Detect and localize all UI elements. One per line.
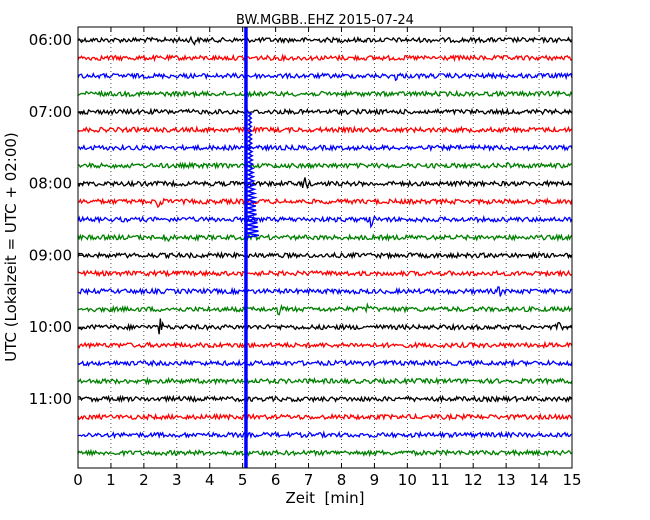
x-tick-label: 15 (562, 471, 581, 489)
trace-line (77, 394, 573, 404)
seismic-traces (77, 35, 573, 458)
chart-title: BW.MGBB..EHZ 2015-07-24 (236, 13, 414, 28)
y-axis-ticks: 06:00 07:00 08:00 09:00 10:00 11:00 (29, 31, 572, 408)
x-tick-label: 0 (73, 471, 83, 489)
trace-line (77, 143, 573, 153)
x-tick-label: 9 (370, 471, 380, 489)
x-axis-ticks: 0 1 2 3 4 5 6 7 8 9 10 11 12 13 14 15 (73, 27, 582, 489)
trace-line (77, 430, 573, 440)
y-axis-label: UTC (Lokalzeit = UTC + 02:00) (2, 132, 20, 362)
x-tick-label: 5 (238, 471, 248, 489)
y-tick-label: 09:00 (29, 246, 72, 264)
trace-line (77, 125, 573, 135)
trace-line (77, 107, 573, 116)
x-tick-label: 6 (271, 471, 281, 489)
trace-line (77, 177, 573, 190)
trace-line (77, 250, 573, 260)
trace-line (77, 53, 573, 63)
trace-line (77, 71, 573, 82)
y-tick-label: 10:00 (29, 318, 72, 336)
trace-line (77, 269, 573, 278)
trace-line (77, 358, 573, 368)
y-tick-label: 08:00 (29, 175, 72, 193)
plot-frame (77, 26, 573, 469)
x-axis-label: Zeit [min] (285, 489, 364, 507)
trace-line (77, 318, 573, 335)
trace-line (77, 89, 573, 99)
trace-line (77, 412, 573, 422)
x-tick-label: 8 (337, 471, 347, 489)
x-tick-label: 14 (530, 471, 549, 489)
x-tick-label: 1 (106, 471, 116, 489)
trace-line (77, 232, 573, 243)
x-tick-label: 7 (304, 471, 314, 489)
trace-line (77, 302, 573, 316)
trace-line (77, 376, 573, 386)
x-tick-label: 11 (431, 471, 450, 489)
x-tick-label: 4 (205, 471, 215, 489)
x-tick-label: 3 (172, 471, 182, 489)
y-tick-label: 06:00 (29, 31, 72, 49)
grid-lines (110, 27, 540, 468)
x-tick-label: 10 (398, 471, 417, 489)
x-tick-label: 13 (497, 471, 516, 489)
y-tick-label: 11:00 (29, 390, 72, 408)
x-tick-label: 2 (139, 471, 149, 489)
trace-line (77, 161, 573, 171)
x-tick-label: 12 (464, 471, 483, 489)
trace-line (77, 286, 573, 297)
trace-line (77, 197, 573, 209)
trace-line (77, 214, 573, 229)
y-tick-label: 07:00 (29, 103, 72, 121)
trace-line (77, 448, 573, 458)
trace-line (77, 35, 573, 46)
trace-line (77, 340, 573, 350)
